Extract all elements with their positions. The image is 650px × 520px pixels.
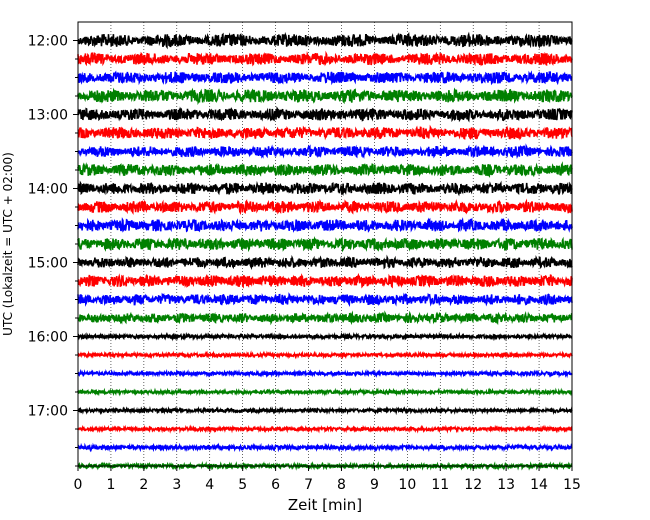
y-axis: 12:00 13:00 14:00 15:00 16:00 17:00	[28, 34, 78, 467]
trace-line	[77, 106, 573, 123]
x-tick-label: 11	[431, 477, 449, 493]
x-tick-label: 2	[139, 477, 148, 493]
trace-line	[77, 310, 573, 326]
trace-line	[77, 442, 573, 453]
trace-line	[77, 461, 573, 471]
trace-line	[77, 331, 573, 342]
trace-line	[77, 180, 573, 197]
trace-line	[77, 368, 573, 379]
trace-line	[77, 87, 573, 106]
trace-line	[77, 292, 573, 308]
trace-line	[77, 236, 573, 253]
trace-line	[77, 50, 573, 67]
y-tick-label: 12:00	[28, 34, 68, 50]
trace-line	[77, 143, 573, 160]
trace-line	[77, 217, 573, 233]
trace-line	[77, 254, 573, 270]
x-tick-label: 4	[205, 477, 214, 493]
x-axis: 0 1 2 3 4 5 6 7 8 9 10 11 12 13 14 15	[74, 466, 581, 493]
y-tick-label: 15:00	[28, 256, 68, 272]
trace-line	[77, 31, 573, 50]
x-tick-label: 1	[106, 477, 115, 493]
trace-line	[77, 161, 573, 178]
y-tick-label: 16:00	[28, 330, 68, 346]
y-tick-label: 13:00	[28, 108, 68, 124]
trace-line	[77, 198, 573, 216]
x-tick-label: 10	[398, 477, 416, 493]
x-tick-label: 7	[304, 477, 313, 493]
y-tick-label: 17:00	[28, 404, 68, 420]
x-tick-label: 6	[271, 477, 280, 493]
x-tick-label: 13	[497, 477, 515, 493]
y-tick-label: 14:00	[28, 182, 68, 198]
x-tick-label: 14	[530, 477, 548, 493]
traces	[77, 31, 573, 471]
x-tick-label: 3	[172, 477, 181, 493]
trace-line	[77, 424, 573, 434]
x-axis-label: Zeit [min]	[288, 496, 362, 514]
x-tick-label: 12	[464, 477, 482, 493]
trace-line	[77, 124, 573, 141]
y-axis-label: UTC (Lokalzeit = UTC + 02:00)	[1, 152, 15, 336]
trace-line	[77, 272, 573, 289]
trace-line	[77, 350, 573, 360]
x-tick-label: 5	[238, 477, 247, 493]
x-tick-label: 9	[370, 477, 379, 493]
x-tick-label: 8	[337, 477, 346, 493]
trace-line	[77, 70, 573, 86]
trace-line	[77, 387, 573, 397]
x-tick-label: 0	[74, 477, 83, 493]
x-tick-label: 15	[563, 477, 581, 493]
trace-line	[77, 405, 573, 416]
